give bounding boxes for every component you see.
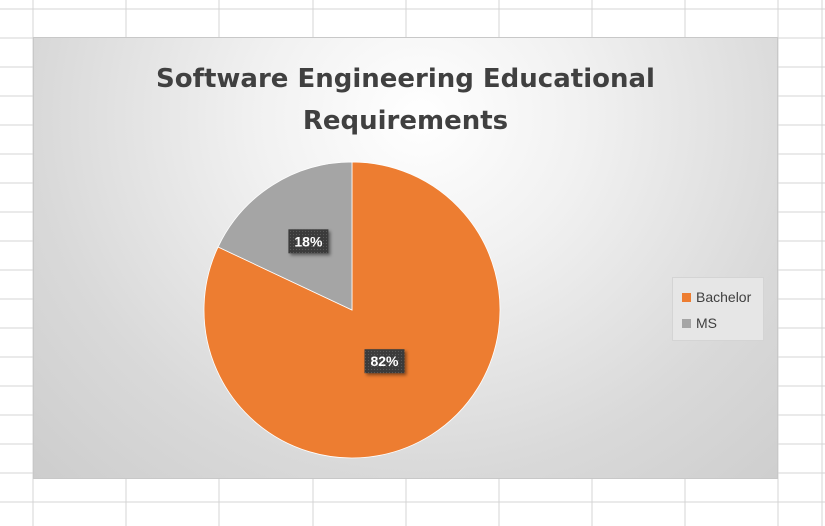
legend-item-ms: MS	[682, 310, 763, 336]
data-label-bachelor: 82%	[370, 353, 399, 369]
pie-slice-ms[interactable]	[217, 161, 353, 311]
chart-area[interactable]: Software Engineering Educational Require…	[33, 37, 778, 479]
legend-swatch-ms	[682, 318, 691, 328]
data-label-box-bachelor	[364, 349, 405, 374]
legend: Bachelor MS	[672, 277, 764, 341]
pie-chart: 82% 18%	[203, 161, 501, 459]
data-label-ms: 18%	[294, 233, 323, 249]
legend-label-ms: MS	[696, 315, 717, 331]
legend-label-bachelor: Bachelor	[696, 289, 752, 305]
chart-title: Software Engineering Educational Require…	[34, 58, 777, 142]
data-label-box-ms	[288, 229, 329, 254]
chart-title-line-1: Software Engineering Educational	[156, 64, 655, 94]
legend-swatch-bachelor	[682, 292, 691, 302]
chart-title-line-2: Requirements	[302, 106, 509, 136]
legend-item-bachelor: Bachelor	[682, 284, 763, 310]
